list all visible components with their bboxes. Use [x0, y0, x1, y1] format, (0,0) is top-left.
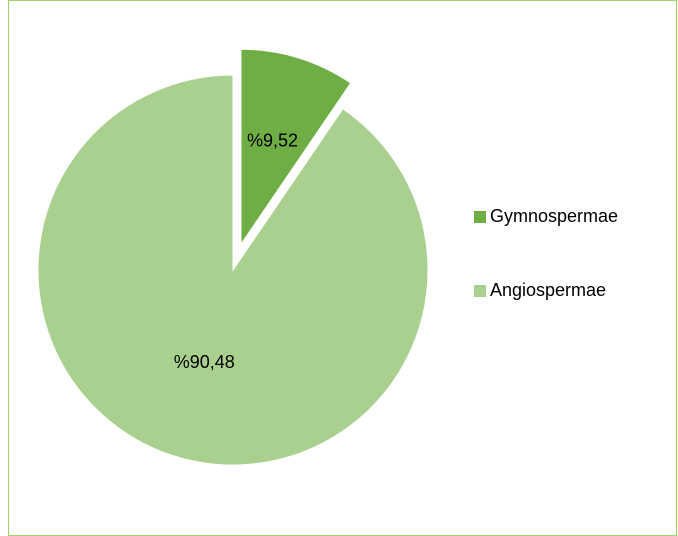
legend-label: Angiospermae — [490, 280, 606, 300]
legend-label: Gymnospermae — [490, 206, 618, 226]
pie-slice — [37, 74, 429, 466]
data-label: %9,52 — [247, 130, 298, 150]
data-label: %90,48 — [174, 352, 235, 372]
legend-swatch — [474, 285, 486, 297]
pie-slice — [240, 48, 352, 246]
legend-swatch — [474, 211, 486, 223]
